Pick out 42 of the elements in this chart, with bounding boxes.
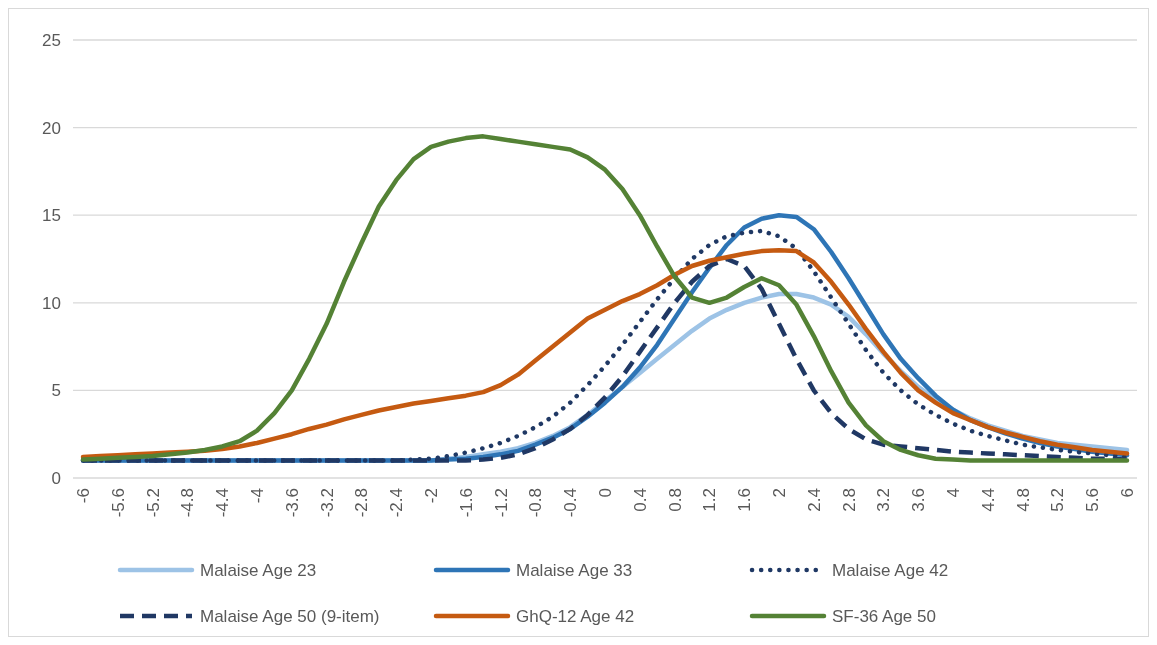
x-tick-label: -4.4 <box>213 488 233 518</box>
legend-label: Malaise Age 42 <box>832 560 949 580</box>
x-tick-label: -3.6 <box>282 488 302 518</box>
x-tick-label: 1.2 <box>700 488 720 512</box>
x-tick-label: 6 <box>1117 488 1137 498</box>
x-tick-label: -4 <box>247 488 267 504</box>
x-tick-label: -0.4 <box>561 488 581 518</box>
x-tick-label: 0 <box>595 488 615 498</box>
x-tick-label: 5.2 <box>1048 488 1068 512</box>
legend-label: Malaise Age 33 <box>516 560 633 580</box>
legend-label: Malaise Age 23 <box>200 560 317 580</box>
x-tick-label: -2.4 <box>387 488 407 518</box>
x-tick-label: -6 <box>73 488 93 504</box>
x-tick-label: -4.8 <box>178 488 198 518</box>
legend-label: SF-36 Age 50 <box>832 606 936 626</box>
x-tick-label: 4.8 <box>1013 488 1033 512</box>
x-tick-label: 5.6 <box>1083 488 1103 512</box>
x-tick-label: -3.2 <box>317 488 337 518</box>
x-tick-label: -1.2 <box>491 488 511 518</box>
x-tick-label: -5.6 <box>108 488 128 518</box>
x-tick-label: -2.8 <box>352 488 372 518</box>
x-tick-label: 2.4 <box>804 488 824 512</box>
x-tick-label: -0.8 <box>526 488 546 518</box>
x-tick-label: 0.8 <box>665 488 685 512</box>
x-tick-label: 2.8 <box>839 488 859 512</box>
x-tick-label: 1.6 <box>735 488 755 512</box>
x-tick-label: -2 <box>421 488 441 504</box>
y-tick-label: 15 <box>42 206 61 226</box>
legend-label: GhQ-12 Age 42 <box>516 606 635 626</box>
x-tick-label: 4 <box>943 488 963 498</box>
y-tick-label: 20 <box>42 118 61 138</box>
y-tick-label: 10 <box>42 293 61 313</box>
y-tick-label: 5 <box>51 381 61 401</box>
x-tick-label: 4.4 <box>978 488 998 512</box>
x-tick-label: -1.6 <box>456 488 476 518</box>
x-tick-label: 3.6 <box>909 488 929 512</box>
y-tick-label: 25 <box>42 30 61 50</box>
x-tick-label: 3.2 <box>874 488 894 512</box>
x-tick-label: 0.4 <box>630 488 650 512</box>
x-tick-label: 2 <box>769 488 789 498</box>
legend-label: Malaise Age 50 (9-item) <box>200 606 380 626</box>
x-tick-label: -5.2 <box>143 488 163 518</box>
